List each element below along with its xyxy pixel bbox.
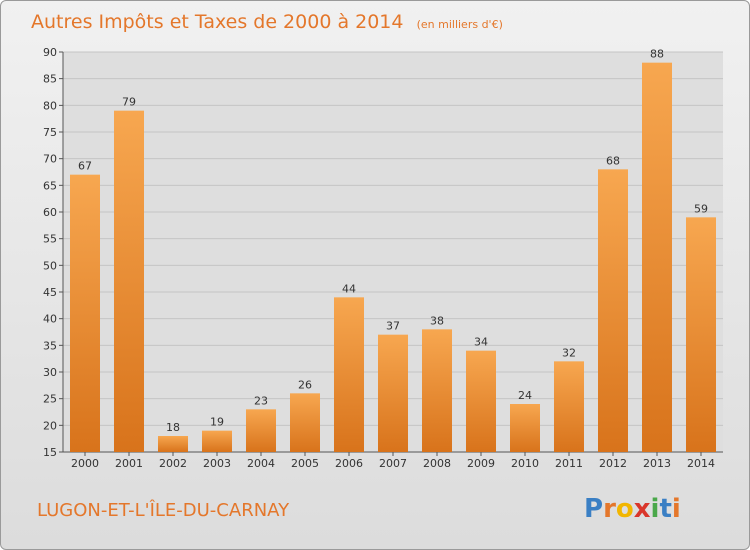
y-tick-label: 85 [43, 73, 57, 86]
value-label-2014: 59 [694, 202, 708, 215]
proxiti-logo: Proxiti [584, 494, 681, 524]
bar-2002 [158, 436, 188, 452]
value-label-2003: 19 [210, 416, 224, 429]
y-tick-label: 30 [43, 366, 57, 379]
y-tick-label: 40 [43, 313, 57, 326]
x-tick-label-2002: 2002 [159, 457, 187, 470]
value-label-2012: 68 [606, 154, 620, 167]
x-tick-label-2012: 2012 [599, 457, 627, 470]
logo-letter: P [584, 494, 603, 524]
commune-name: LUGON-ET-L'ÎLE-DU-CARNAY [37, 499, 290, 521]
chart-title: Autres Impôts et Taxes de 2000 à 2014 (e… [31, 11, 503, 33]
bar-2000 [70, 174, 100, 452]
x-tick-label-2006: 2006 [335, 457, 363, 470]
bar-2013 [642, 62, 672, 453]
value-label-2004: 23 [254, 394, 268, 407]
y-tick-label: 65 [43, 179, 57, 192]
plot-area: 15 20 25 30 35 40 45 50 55 60 65 70 75 80 85 90 67 2000 79… [43, 46, 723, 470]
x-tick-label-2007: 2007 [379, 457, 407, 470]
value-label-2011: 32 [562, 346, 576, 359]
y-tick-label: 45 [43, 286, 57, 299]
value-label-2005: 26 [298, 378, 312, 391]
logo-letter: o [616, 494, 634, 524]
bar-2005 [290, 393, 320, 452]
bar-2003 [202, 430, 232, 452]
bar-2004 [246, 409, 276, 452]
bar-2008 [422, 329, 452, 452]
bar-2006 [334, 297, 364, 452]
value-label-2008: 38 [430, 314, 444, 327]
x-tick-label-2008: 2008 [423, 457, 451, 470]
value-label-2006: 44 [342, 282, 356, 295]
bar-2012 [598, 169, 628, 453]
y-tick-label: 75 [43, 126, 57, 139]
y-tick-label: 25 [43, 393, 57, 406]
logo-letter: x [634, 494, 651, 524]
x-tick-label-2005: 2005 [291, 457, 319, 470]
logo-letter: t [659, 494, 671, 524]
x-tick-label-2014: 2014 [687, 457, 715, 470]
bar-2014 [686, 217, 716, 452]
x-tick-label-2011: 2011 [555, 457, 583, 470]
y-tick-label: 70 [43, 153, 57, 166]
x-tick-label-2009: 2009 [467, 457, 495, 470]
value-label-2013: 88 [650, 48, 664, 61]
logo-letter: i [672, 494, 681, 524]
value-label-2009: 34 [474, 336, 488, 349]
x-tick-label-2000: 2000 [71, 457, 99, 470]
y-tick-label: 60 [43, 206, 57, 219]
x-tick-label-2001: 2001 [115, 457, 143, 470]
value-label-2000: 67 [78, 160, 92, 173]
bar-2011 [554, 361, 584, 452]
bar-2009 [466, 350, 496, 452]
value-label-2010: 24 [518, 389, 532, 402]
x-tick-label-2004: 2004 [247, 457, 275, 470]
y-tick-label: 90 [43, 46, 57, 59]
value-label-2002: 18 [166, 421, 180, 434]
bar-2001 [114, 110, 144, 453]
x-tick-label-2010: 2010 [511, 457, 539, 470]
y-tick-label: 15 [43, 446, 57, 459]
logo-letter: r [603, 494, 616, 524]
y-tick-label: 80 [43, 99, 57, 112]
bar-2007 [378, 334, 408, 452]
value-label-2007: 37 [386, 320, 400, 333]
y-tick-label: 50 [43, 259, 57, 272]
y-tick-label: 20 [43, 419, 57, 432]
value-label-2001: 79 [122, 96, 136, 109]
logo-letter: i [651, 494, 660, 524]
x-tick-label-2003: 2003 [203, 457, 231, 470]
y-tick-label: 55 [43, 233, 57, 246]
x-tick-label-2013: 2013 [643, 457, 671, 470]
y-tick-label: 35 [43, 339, 57, 352]
bar-2010 [510, 404, 540, 452]
